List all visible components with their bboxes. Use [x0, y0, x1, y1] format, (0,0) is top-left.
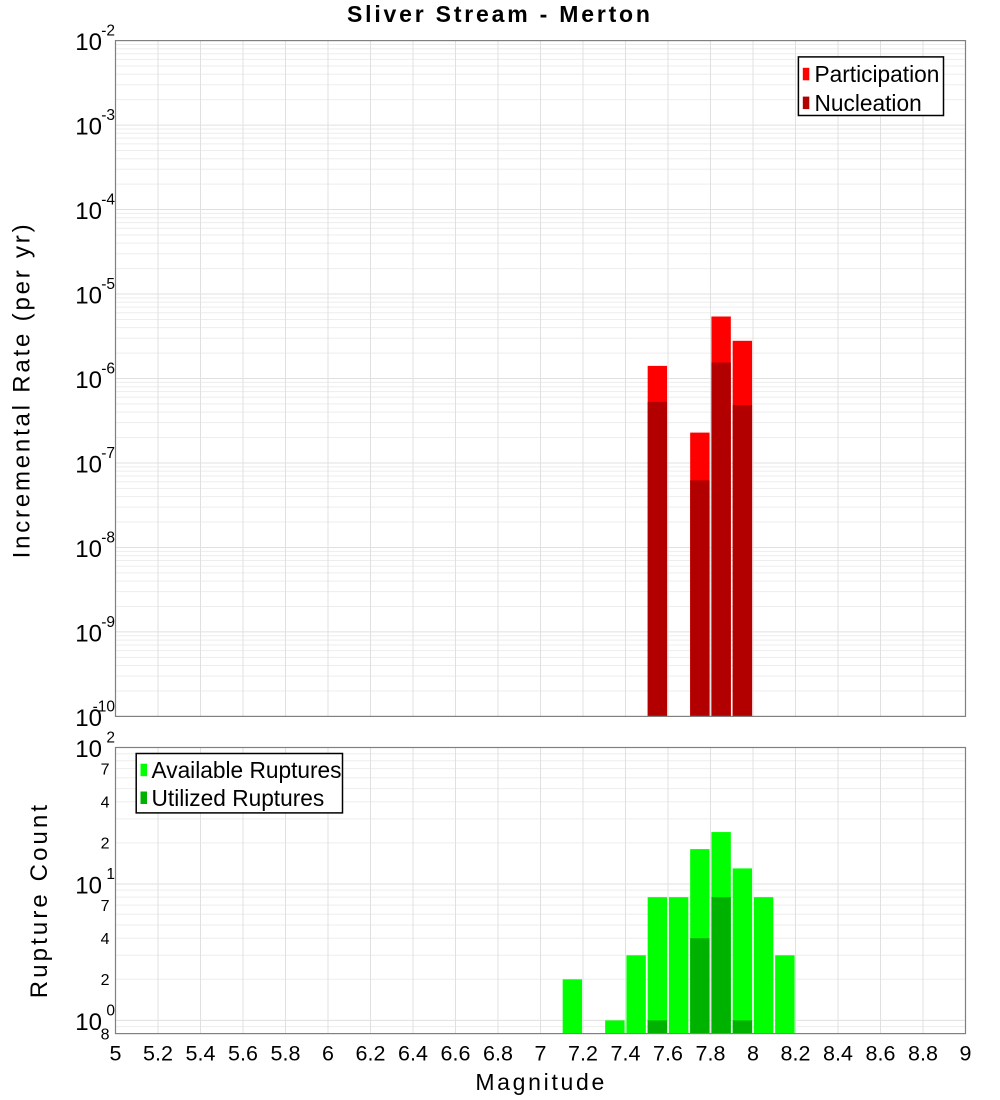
svg-text:Magnitude: Magnitude [475, 1069, 607, 1095]
svg-text:10: 10 [75, 705, 102, 732]
svg-text:1: 1 [106, 866, 115, 883]
svg-text:10: 10 [75, 367, 102, 394]
svg-text:7: 7 [101, 761, 110, 778]
svg-text:8: 8 [747, 1041, 759, 1065]
svg-text:-7: -7 [101, 445, 115, 462]
svg-text:10: 10 [75, 621, 102, 648]
svg-text:8.8: 8.8 [908, 1041, 938, 1065]
svg-text:Rupture Count: Rupture Count [26, 802, 53, 998]
svg-text:4: 4 [101, 931, 110, 948]
svg-text:5.6: 5.6 [228, 1041, 258, 1065]
svg-text:-5: -5 [101, 276, 115, 293]
svg-text:10: 10 [75, 114, 102, 141]
svg-text:7.8: 7.8 [696, 1041, 726, 1065]
svg-text:7: 7 [101, 898, 110, 915]
svg-text:5.2: 5.2 [143, 1041, 173, 1065]
svg-text:4: 4 [101, 795, 110, 812]
svg-text:10: 10 [75, 283, 102, 310]
svg-text:0: 0 [106, 1002, 115, 1019]
svg-text:8: 8 [101, 1026, 110, 1043]
svg-text:Sliver Stream - Merton: Sliver Stream - Merton [347, 1, 653, 27]
svg-text:-2: -2 [101, 23, 115, 40]
svg-text:-6: -6 [101, 361, 115, 378]
svg-text:-9: -9 [101, 614, 115, 631]
svg-text:7.2: 7.2 [568, 1041, 598, 1065]
svg-text:-10: -10 [93, 699, 116, 716]
svg-text:-4: -4 [101, 192, 115, 209]
svg-text:7.6: 7.6 [653, 1041, 683, 1065]
svg-text:5: 5 [110, 1041, 122, 1065]
svg-text:10: 10 [75, 873, 102, 900]
svg-text:10: 10 [75, 198, 102, 225]
svg-text:Nucleation: Nucleation [815, 90, 922, 116]
svg-text:10: 10 [75, 736, 102, 763]
svg-text:10: 10 [75, 452, 102, 479]
svg-text:10: 10 [75, 29, 102, 56]
svg-text:-3: -3 [101, 107, 115, 124]
svg-text:9: 9 [960, 1041, 972, 1065]
svg-text:6.8: 6.8 [483, 1041, 513, 1065]
svg-text:-8: -8 [101, 530, 115, 547]
svg-text:7.4: 7.4 [611, 1041, 641, 1065]
svg-text:6: 6 [322, 1041, 334, 1065]
svg-text:5.4: 5.4 [186, 1041, 216, 1065]
svg-text:2: 2 [101, 972, 110, 989]
svg-text:8.4: 8.4 [823, 1041, 853, 1065]
svg-text:2: 2 [101, 836, 110, 853]
svg-text:10: 10 [75, 536, 102, 563]
svg-text:8.2: 8.2 [781, 1041, 811, 1065]
svg-text:Utilized Ruptures: Utilized Ruptures [152, 785, 325, 811]
svg-text:Participation: Participation [815, 61, 940, 87]
svg-text:6.4: 6.4 [398, 1041, 428, 1065]
svg-text:2: 2 [106, 730, 115, 747]
svg-text:6.6: 6.6 [441, 1041, 471, 1065]
svg-text:8.6: 8.6 [866, 1041, 896, 1065]
svg-text:6.2: 6.2 [356, 1041, 386, 1065]
svg-text:Incremental Rate (per yr): Incremental Rate (per yr) [9, 222, 36, 559]
svg-text:Available Ruptures: Available Ruptures [152, 757, 342, 783]
svg-text:5.8: 5.8 [271, 1041, 301, 1065]
svg-text:7: 7 [535, 1041, 547, 1065]
svg-text:10: 10 [75, 1009, 102, 1036]
